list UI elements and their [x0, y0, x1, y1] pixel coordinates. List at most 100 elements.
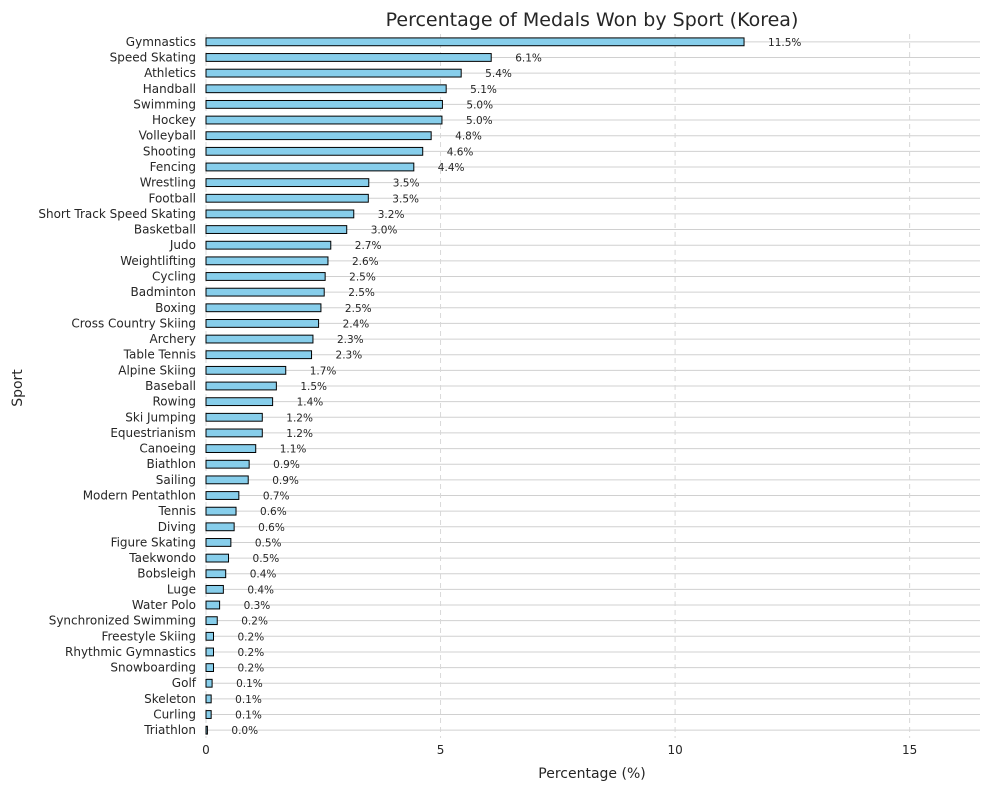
bars	[205, 37, 745, 735]
y-tick-label: Wrestling	[140, 176, 196, 190]
bar	[205, 256, 329, 266]
bar	[205, 412, 263, 422]
data-label: 0.4%	[250, 569, 277, 581]
bar	[205, 522, 235, 532]
data-label: 5.0%	[466, 115, 493, 127]
bar	[205, 538, 232, 547]
y-tick-label: Athletics	[144, 66, 196, 80]
y-tick-label: Figure Skating	[111, 535, 196, 549]
y-tick-label: Volleyball	[139, 129, 196, 143]
y-tick-label: Speed Skating	[110, 50, 196, 64]
data-label: 2.3%	[336, 350, 363, 362]
data-label: 5.4%	[485, 68, 512, 80]
y-tick-label: Badminton	[131, 285, 196, 299]
data-label: 0.2%	[238, 663, 265, 675]
y-tick-label: Rowing	[152, 395, 196, 409]
y-tick-label: Golf	[172, 676, 197, 690]
bar	[205, 491, 240, 500]
data-label: 0.6%	[260, 506, 287, 518]
data-label: 1.2%	[286, 428, 313, 440]
y-tick-label: Judo	[169, 238, 196, 252]
bar	[205, 428, 263, 438]
bar	[205, 459, 250, 469]
bar	[205, 334, 314, 344]
data-label: 0.4%	[247, 584, 274, 596]
bar	[205, 272, 326, 281]
bar	[205, 381, 277, 391]
bar	[205, 240, 332, 250]
y-axis-label: Sport	[10, 369, 26, 407]
data-label: 5.0%	[466, 99, 493, 111]
data-label: 2.3%	[337, 334, 364, 346]
data-label: 4.4%	[438, 162, 465, 174]
data-label: 0.0%	[231, 725, 258, 737]
bar	[205, 131, 432, 141]
y-tick-label: Short Track Speed Skating	[38, 207, 196, 221]
y-tick-label: Skeleton	[144, 692, 196, 706]
x-tick-label: 10	[667, 743, 682, 757]
bar	[205, 319, 320, 328]
data-label: 1.2%	[286, 412, 313, 424]
y-tick-label: Modern Pentathlon	[83, 489, 196, 503]
data-label: 0.1%	[236, 678, 263, 690]
data-label: 0.1%	[235, 710, 262, 722]
bar	[205, 616, 218, 626]
data-labels: 11.5% 6.1%5.4% 5.1% 5.0% 5.0% 4.8% 4.6% 4.4% 3.5…	[231, 37, 801, 737]
y-tick-label: Hockey	[152, 113, 196, 127]
bar	[205, 694, 212, 704]
y-tick-label: Swimming	[133, 97, 196, 111]
bar	[205, 569, 227, 579]
bar	[205, 37, 745, 47]
bar	[205, 178, 370, 188]
y-tick-label: Handball	[143, 82, 196, 96]
bar	[205, 303, 322, 313]
y-tick-label: Baseball	[145, 379, 196, 393]
data-label: 2.7%	[355, 240, 382, 252]
y-tick-label: Table Tennis	[123, 348, 196, 362]
data-label: 3.0%	[371, 225, 398, 237]
bar	[205, 146, 424, 156]
x-tick-label: 0	[202, 743, 210, 757]
x-tick-label: 15	[902, 743, 917, 757]
data-label: 1.1%	[280, 444, 307, 456]
data-label: 0.6%	[258, 522, 285, 534]
data-label: 2.5%	[345, 303, 372, 315]
data-label: 5.1%	[470, 84, 497, 96]
bar	[205, 710, 212, 719]
bar	[205, 68, 462, 78]
data-label: 4.8%	[455, 131, 482, 143]
bar	[205, 225, 348, 234]
data-label: 1.5%	[300, 381, 327, 393]
y-tick-label: Archery	[150, 332, 197, 346]
bar	[205, 678, 213, 688]
y-tick-label: Gymnastics	[126, 35, 196, 49]
data-label: 0.3%	[244, 600, 271, 612]
y-tick-label: Alpine Skiing	[118, 363, 196, 377]
y-tick-label: Bobsleigh	[137, 567, 196, 581]
y-tick-label: Snowboarding	[110, 661, 196, 675]
bar	[205, 600, 221, 610]
y-tick-label: Biathlon	[146, 457, 196, 471]
bar	[205, 53, 492, 62]
y-tick-label: Football	[148, 191, 196, 205]
x-axis-label: Percentage (%)	[538, 766, 645, 782]
y-tick-label: Weightlifting	[120, 254, 196, 268]
y-tick-label: Cross Country Skiing	[71, 316, 196, 330]
bar	[205, 99, 443, 109]
bar	[205, 631, 215, 641]
bar	[205, 647, 215, 657]
data-label: 0.1%	[235, 694, 262, 706]
y-tick-label: Diving	[158, 520, 196, 534]
y-tick-label: Basketball	[134, 223, 196, 237]
y-tick-label: Ski Jumping	[125, 410, 196, 424]
y-tick-label: Boxing	[155, 301, 196, 315]
data-label: 3.5%	[393, 178, 420, 190]
data-label: 3.5%	[392, 193, 419, 205]
y-tick-label: Rhythmic Gymnastics	[65, 645, 196, 659]
bar	[205, 287, 325, 297]
data-label: 0.5%	[255, 537, 282, 549]
data-label: 11.5%	[768, 37, 801, 49]
